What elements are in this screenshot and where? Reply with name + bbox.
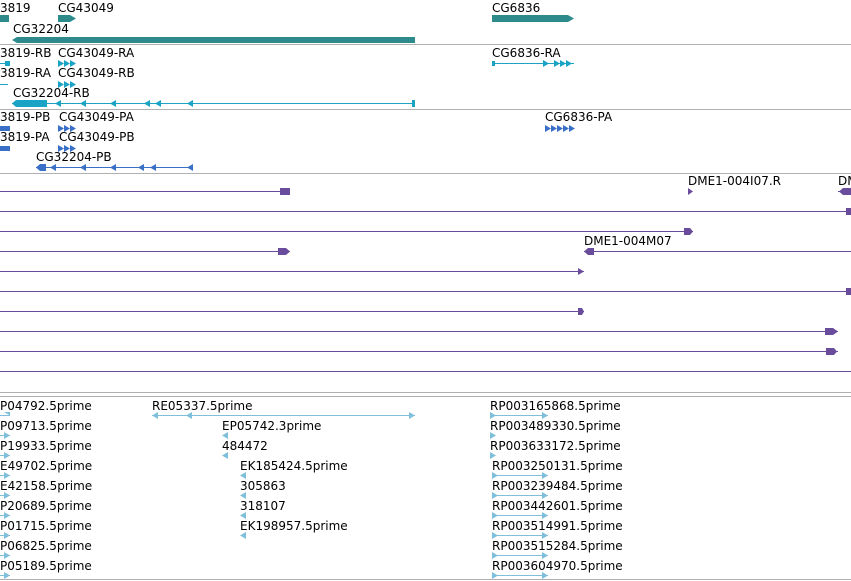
est-left-column[interactable] bbox=[0, 412, 10, 579]
clone-track bbox=[0, 188, 851, 372]
clone-row-5[interactable] bbox=[0, 268, 584, 275]
protein-CG43049-PA[interactable] bbox=[58, 125, 76, 132]
transcript-CG43049-RA[interactable] bbox=[58, 60, 76, 67]
est-label-P01715[interactable]: P01715.5prime bbox=[0, 519, 92, 533]
clone-row-3[interactable] bbox=[0, 228, 693, 235]
est-label-P19933[interactable]: P19933.5prime bbox=[0, 439, 92, 453]
est-label-EK185424[interactable]: EK185424.5prime bbox=[240, 459, 348, 473]
clone-row-2[interactable] bbox=[0, 208, 851, 215]
est-label-P05189[interactable]: P05189.5prime bbox=[0, 559, 92, 573]
protein-label-CG6836-PA[interactable]: CG6836-PA bbox=[545, 110, 613, 124]
transcript-label-3819-RB[interactable]: 3819-RB bbox=[0, 46, 52, 60]
protein-3819-PB[interactable] bbox=[0, 126, 10, 131]
est-label-RP003633172[interactable]: RP003633172.5prime bbox=[490, 439, 621, 453]
est-label-P06825[interactable]: P06825.5prime bbox=[0, 539, 92, 553]
gene-CG32204-bar[interactable] bbox=[12, 37, 415, 43]
protein-label-CG32204-PB[interactable]: CG32204-PB bbox=[36, 150, 112, 164]
gene-label-3819[interactable]: 3819 bbox=[0, 1, 31, 15]
est-label-305863[interactable]: 305863 bbox=[240, 479, 286, 493]
est-label-EP05742[interactable]: EP05742.3prime bbox=[222, 419, 322, 433]
est-label-P20689[interactable]: P20689.5prime bbox=[0, 499, 92, 513]
est-label-318107[interactable]: 318107 bbox=[240, 499, 286, 513]
est-label-RP003250131[interactable]: RP003250131.5prime bbox=[492, 459, 623, 473]
protein-CG43049-PB[interactable] bbox=[58, 145, 76, 152]
protein-CG6836-PA[interactable] bbox=[545, 125, 575, 132]
est-label-RP003239484[interactable]: RP003239484.5prime bbox=[492, 479, 623, 493]
est-label-RP003604970[interactable]: RP003604970.5prime bbox=[492, 559, 623, 573]
protein-label-3819-PA[interactable]: 3819-PA bbox=[0, 130, 50, 144]
clone-row-7[interactable] bbox=[0, 308, 584, 315]
clone-label-DME1-004I07-R[interactable]: DME1-004I07.R bbox=[688, 174, 782, 188]
transcript-label-CG32204-RB[interactable]: CG32204-RB bbox=[13, 86, 90, 100]
est-label-RP003514991[interactable]: RP003514991.5prime bbox=[492, 519, 623, 533]
est-label-P09713[interactable]: P09713.5prime bbox=[0, 419, 92, 433]
protein-track bbox=[0, 125, 575, 171]
protein-CG32204-PB[interactable] bbox=[36, 164, 193, 171]
transcript-CG43049-RB[interactable] bbox=[58, 81, 76, 88]
gene-3819-bar[interactable] bbox=[0, 15, 9, 22]
protein-label-CG43049-PB[interactable]: CG43049-PB bbox=[59, 130, 135, 144]
est-label-RP003489330[interactable]: RP003489330.5prime bbox=[490, 419, 621, 433]
est-label-E42158[interactable]: E42158.5prime bbox=[0, 479, 93, 493]
est-label-P04792[interactable]: P04792.5prime bbox=[0, 399, 92, 413]
transcript-label-CG43049-RA[interactable]: CG43049-RA bbox=[58, 46, 135, 60]
est-label-RE05337[interactable]: RE05337.5prime bbox=[152, 399, 253, 413]
gene-CG6836-bar[interactable] bbox=[492, 15, 574, 22]
protein-label-3819-PB[interactable]: 3819-PB bbox=[0, 110, 51, 124]
clone-label-truncated[interactable]: DM bbox=[838, 174, 851, 188]
est-middle-column[interactable] bbox=[152, 412, 415, 539]
clone-row-9[interactable] bbox=[0, 348, 838, 355]
est-label-RP003165868[interactable]: RP003165868.5prime bbox=[490, 399, 621, 413]
protein-3819-PA[interactable] bbox=[0, 146, 10, 151]
clone-row-6[interactable] bbox=[0, 288, 851, 295]
gene-label-CG6836[interactable]: CG6836 bbox=[492, 1, 541, 15]
transcript-3819-RB[interactable] bbox=[0, 61, 10, 66]
transcript-CG32204-RB[interactable] bbox=[12, 100, 415, 107]
est-right-column[interactable] bbox=[490, 412, 548, 579]
clone-row-4[interactable] bbox=[0, 248, 851, 255]
est-label-484472[interactable]: 484472 bbox=[222, 439, 268, 453]
transcript-label-3819-RA[interactable]: 3819-RA bbox=[0, 66, 51, 80]
gene-label-CG43049[interactable]: CG43049 bbox=[58, 1, 114, 15]
transcript-CG6836-RA[interactable] bbox=[492, 60, 574, 67]
est-track bbox=[0, 412, 548, 579]
transcript-label-CG6836-RA[interactable]: CG6836-RA bbox=[492, 46, 561, 60]
gene-CG43049-bar[interactable] bbox=[58, 15, 76, 22]
clone-row-8[interactable] bbox=[0, 328, 838, 335]
track-dividers bbox=[0, 44, 851, 580]
gene-label-CG32204[interactable]: CG32204 bbox=[13, 22, 69, 36]
est-label-RP003442601[interactable]: RP003442601.5prime bbox=[492, 499, 623, 513]
protein-label-CG43049-PA[interactable]: CG43049-PA bbox=[59, 110, 134, 124]
est-label-RP003515284[interactable]: RP003515284.5prime bbox=[492, 539, 623, 553]
transcript-label-CG43049-RB[interactable]: CG43049-RB bbox=[58, 66, 135, 80]
est-label-E49702[interactable]: E49702.5prime bbox=[0, 459, 93, 473]
clone-label-DME1-004M07[interactable]: DME1-004M07 bbox=[584, 234, 672, 248]
clone-row-1[interactable] bbox=[0, 188, 851, 195]
est-label-EK198957[interactable]: EK198957.5prime bbox=[240, 519, 348, 533]
gene-track bbox=[0, 15, 574, 43]
transcript-track bbox=[0, 60, 574, 107]
